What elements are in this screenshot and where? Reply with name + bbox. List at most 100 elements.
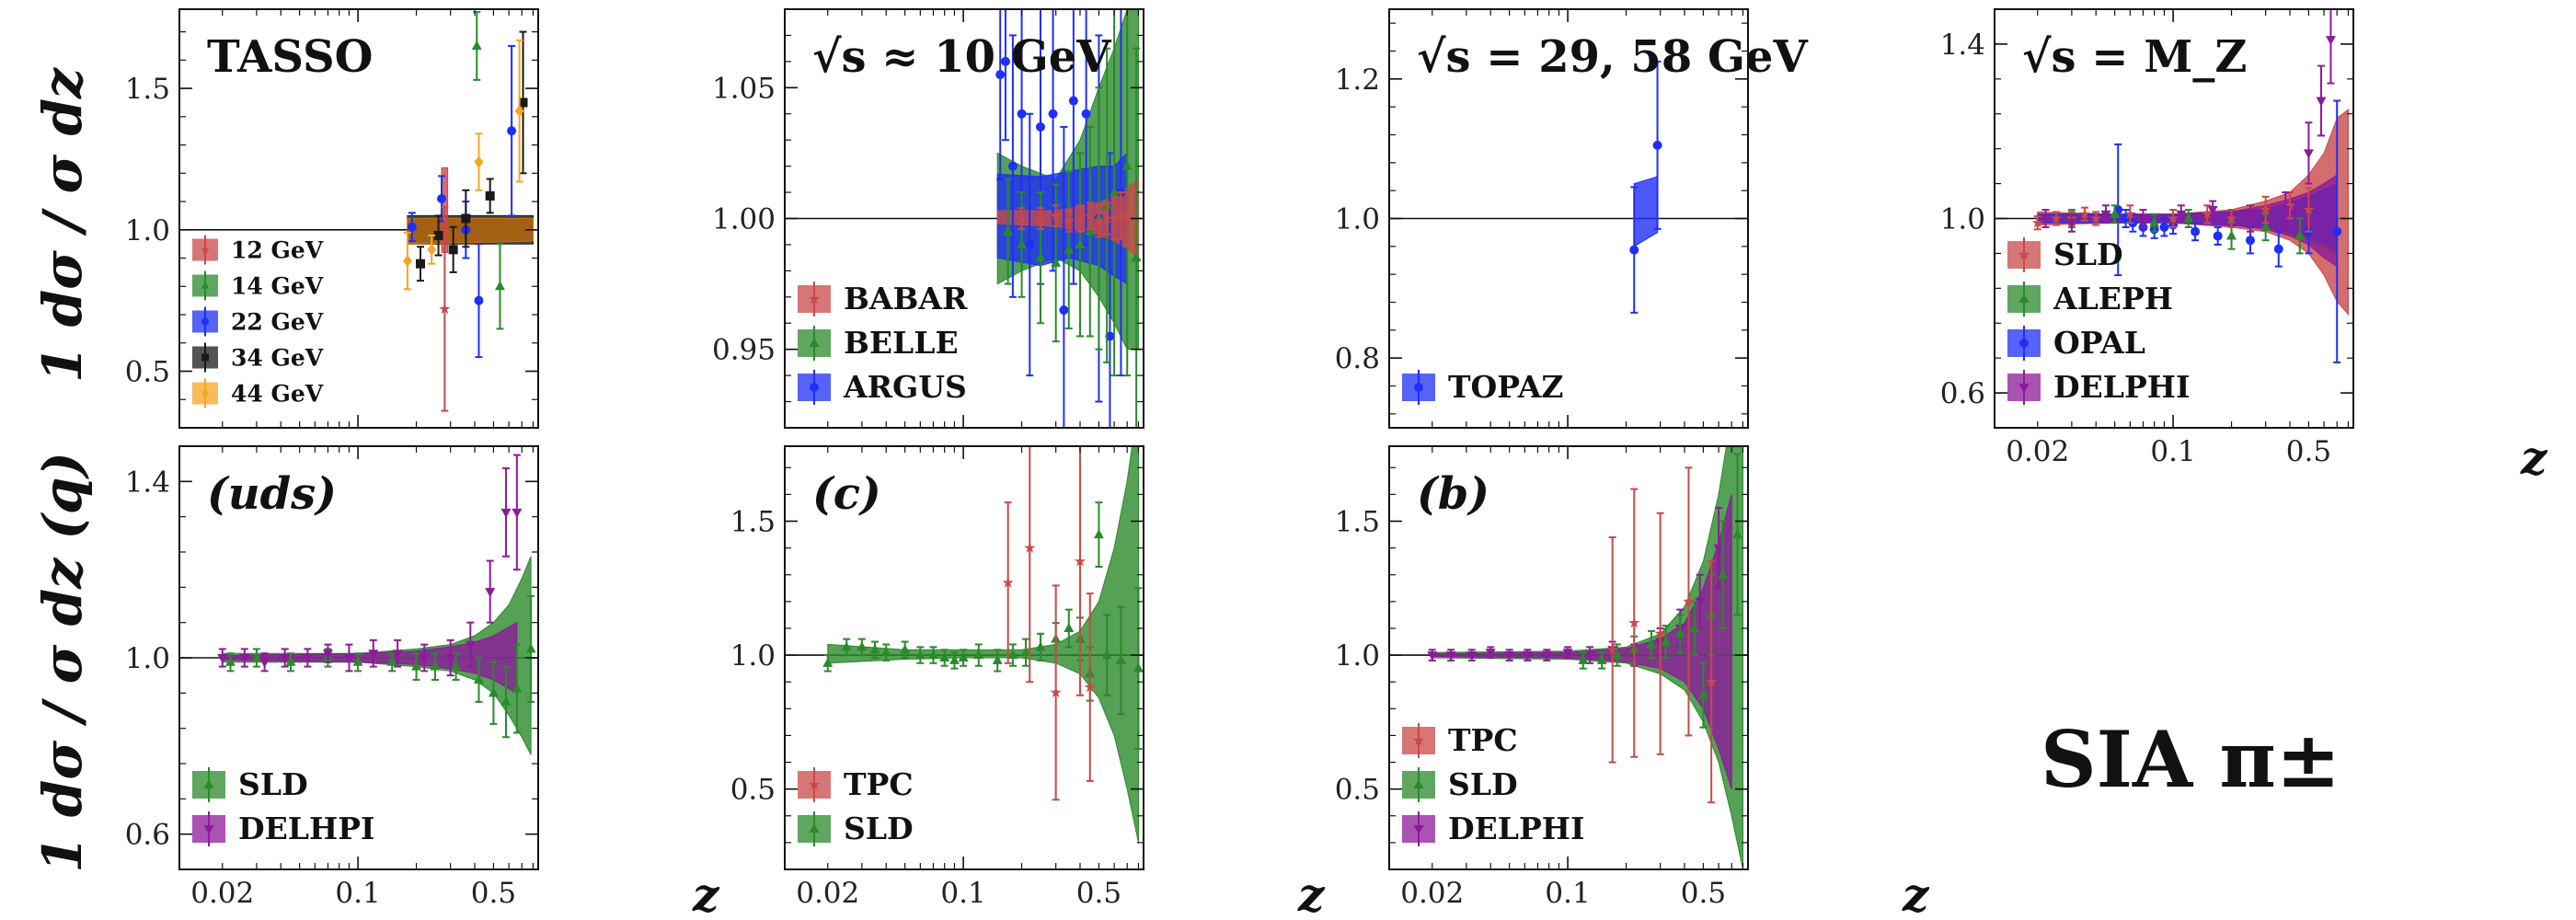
uds-point-0-7 <box>430 661 441 671</box>
y-axis-label-bottom-text: 1 dσ / σ dz (q) <box>31 452 94 873</box>
bottom-point-0-7 <box>1562 649 1573 659</box>
uds-point-0-13 <box>525 643 536 653</box>
uds-point-1-1 <box>239 654 250 663</box>
mz-point-3-3 <box>2137 214 2148 224</box>
charm-point-0-12 <box>992 654 1003 664</box>
charm-point-0-11 <box>973 650 984 660</box>
panel-uds: 0.6 1.0 1.4 0.02 0.1 0.5 (uds) SLD DELHPI <box>125 445 539 910</box>
b-factory-legend-label-2: ARGUS <box>843 369 967 405</box>
charm-point-0-17 <box>1064 622 1075 632</box>
charm-legend-label-1: SLD <box>844 811 914 846</box>
charm-point-0-20 <box>1093 529 1104 539</box>
y-axis-label-top: 1 dσ / σ dz <box>31 67 94 383</box>
mz-title: √s = M_Z <box>2022 31 2247 83</box>
uds-point-1-6 <box>343 654 354 663</box>
mz-legend-marker-3 <box>2018 384 2030 393</box>
mz-point-0-5 <box>2159 222 2169 232</box>
charm-point-0-2 <box>857 641 868 651</box>
b-factory-legend-marker-2 <box>810 383 819 392</box>
bottom-xtick-label-1: 0.1 <box>1545 877 1590 910</box>
topaz-ytick-label-1: 1.0 <box>1335 203 1380 236</box>
mz-point-0-7 <box>2191 226 2201 236</box>
charm-point-0-4 <box>880 647 891 657</box>
uds-point-0-12 <box>512 683 523 693</box>
uds-point-1-9 <box>419 654 430 663</box>
topaz-ytick-label-2: 1.2 <box>1335 63 1380 97</box>
mz-legend-label-2: OPAL <box>2053 325 2145 361</box>
tasso-point-2-0 <box>402 255 412 268</box>
charm-point-0-15 <box>1035 641 1046 651</box>
mz-point-2-6 <box>2167 213 2179 224</box>
topaz-plot-area <box>1389 60 1748 314</box>
x-axis-label-4: z <box>2520 431 2548 485</box>
charm-point-0-10 <box>958 652 969 661</box>
tasso-ytick-label-0: 0.5 <box>125 356 170 389</box>
b-factory-point-1-0 <box>1003 225 1014 236</box>
charm-frame <box>784 445 1144 870</box>
uds-point-1-13 <box>500 508 512 518</box>
mz-ytick-label-1: 1.0 <box>1940 203 1985 236</box>
mz-xtick-label-1: 0.1 <box>2150 435 2195 468</box>
mz-legend-marker-2 <box>2019 339 2029 348</box>
charm-point-0-21 <box>1101 650 1112 660</box>
charm-ytick-label-0: 0.5 <box>730 774 776 807</box>
mz-legend-marker-1 <box>2018 293 2030 303</box>
bottom-point-1-4 <box>1646 638 1657 649</box>
b-factory-point-0-3 <box>1017 109 1027 119</box>
mz-point-2-0 <box>2031 216 2043 228</box>
b-factory-legend: BABAR BELLE ARGUS <box>798 281 968 405</box>
tasso-point-0-4 <box>507 126 517 136</box>
b-factory-legend-item-2: ARGUS <box>798 369 967 405</box>
uds-point-0-6 <box>411 661 422 671</box>
mz-point-3-10 <box>2325 36 2336 46</box>
topaz-legend-label-0: TOPAZ <box>1448 369 1563 405</box>
b-factory-legend-item-1: BELLE <box>798 325 959 361</box>
bottom-legend-marker-2 <box>1413 825 1424 834</box>
uds-legend-marker-0 <box>203 779 214 788</box>
uds-point-1-10 <box>445 654 456 663</box>
mz-legend-label-3: DELPHI <box>2053 369 2190 405</box>
b-factory-point-1-11 <box>1131 252 1142 262</box>
b-factory-point-2-10 <box>1121 213 1133 224</box>
topaz-legend: TOPAZ <box>1402 369 1563 405</box>
uds-point-1-4 <box>302 654 313 663</box>
b-factory-ytick-label-0: 0.95 <box>712 334 776 367</box>
charm-point-1-4 <box>1084 681 1096 693</box>
mz-point-2-8 <box>2225 213 2237 224</box>
charm-plot-area <box>785 446 1144 844</box>
uds-point-1-8 <box>392 650 403 660</box>
b-factory-point-2-5 <box>1084 210 1096 221</box>
charm-legend-label-0: TPC <box>844 766 914 802</box>
mz-point-1-5 <box>2260 221 2271 231</box>
mz-point-2-10 <box>2283 199 2296 211</box>
b-factory-point-0-7 <box>1059 305 1069 316</box>
bottom-legend: TPC SLD DELPHI <box>1402 722 1584 846</box>
b-factory-point-0-4 <box>1025 239 1035 249</box>
bottom-legend-marker-0 <box>1412 734 1425 746</box>
mz-legend-item-1: ALEPH <box>2007 281 2173 316</box>
mz-ytick-label-0: 0.6 <box>1940 377 1985 410</box>
mz-legend-marker-0 <box>2018 248 2030 260</box>
panels: 0.5 1.0 1.5 TASSO 12 GeV 14 GeV 22 GeV 34 GeV 44… <box>125 8 2354 910</box>
y-axis-label-bottom: 1 dσ / σ dz (q) <box>31 452 94 873</box>
uds-legend-item-1: DELHPI <box>192 811 374 846</box>
b-factory-point-0-2 <box>1007 161 1018 171</box>
topaz-point-0-1 <box>1652 140 1662 150</box>
uds-point-0-5 <box>386 656 397 666</box>
tasso-point-2-2 <box>474 155 484 168</box>
x-axis-label-3: z <box>1902 868 1930 920</box>
b-factory-point-0-0 <box>995 70 1006 80</box>
uds-legend-label-1: DELHPI <box>238 811 374 846</box>
uds-plot-area <box>179 454 538 755</box>
charm-legend-item-1: SLD <box>798 811 914 846</box>
uds-point-1-7 <box>368 650 379 660</box>
mz-point-2-9 <box>2260 203 2271 215</box>
charm-point-0-14 <box>1020 647 1031 657</box>
b-factory-legend-marker-1 <box>809 338 820 347</box>
charm-point-0-13 <box>1007 650 1018 660</box>
tasso-legend-label-3: 34 GeV <box>231 345 324 372</box>
charm-legend-item-0: TPC <box>798 766 914 802</box>
bottom-point-0-3 <box>1485 649 1496 659</box>
mz-point-3-7 <box>2280 206 2291 216</box>
panel-b-factory: 0.95 1.00 1.05 √s ≈ 10 GeV BABAR BELLE ARGUS <box>712 8 1144 429</box>
